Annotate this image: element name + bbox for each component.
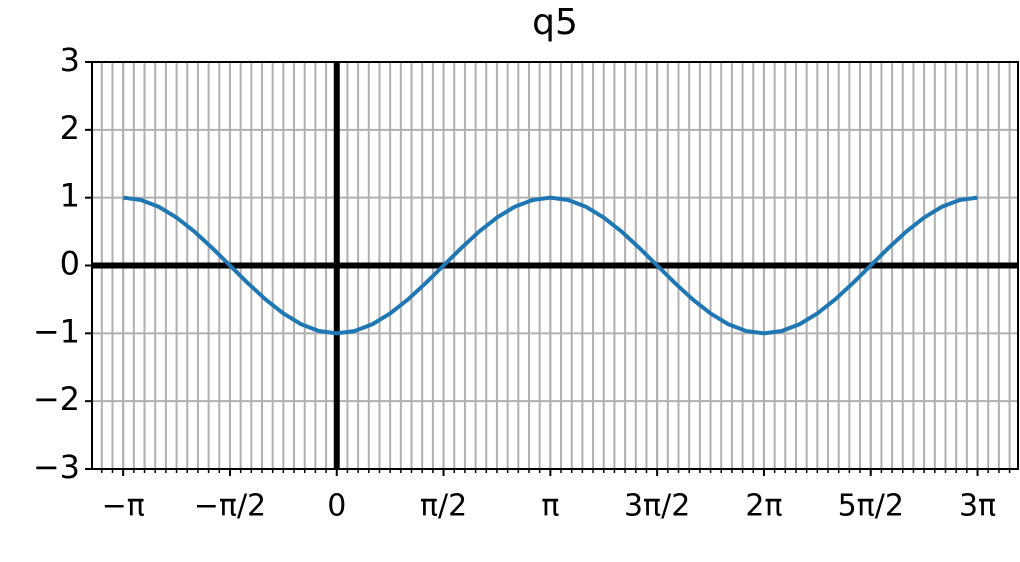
y-tick-label: −3 [33, 448, 80, 486]
x-tick-label: 5π/2 [838, 489, 904, 524]
x-tick-label: 3π [959, 489, 996, 524]
chart-title: q5 [532, 2, 578, 43]
data-line [122, 195, 978, 336]
y-tick-label: −2 [33, 380, 80, 418]
plot-frame [91, 61, 1019, 470]
x-tick-label: 0 [327, 489, 346, 524]
x-tick-label: π/2 [420, 489, 467, 524]
y-tick-label: 0 [60, 245, 80, 283]
y-tick-label: 2 [60, 109, 80, 147]
y-tick-label: 1 [60, 177, 80, 215]
x-tick-label: π [541, 489, 559, 524]
y-tick-label: −1 [33, 312, 80, 350]
x-tick-label: −π [102, 489, 145, 524]
x-tick-label: 3π/2 [624, 489, 690, 524]
y-tick-label: 3 [60, 41, 80, 79]
x-tick-label: 2π [745, 489, 782, 524]
x-tick-label: −π/2 [194, 489, 266, 524]
